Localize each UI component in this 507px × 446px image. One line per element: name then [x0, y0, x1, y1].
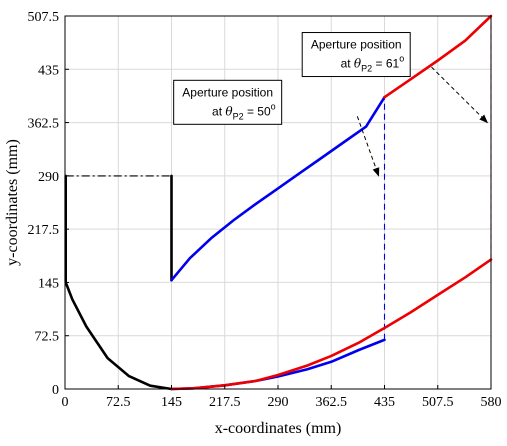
x-tick-label: 435	[374, 395, 395, 410]
x-tick-label: 0	[62, 395, 69, 410]
red-solid-line-6	[383, 14, 493, 99]
annotation-symbol: θ	[225, 104, 233, 118]
annotation-subscript: P2	[361, 64, 372, 74]
plot-lines	[64, 14, 493, 391]
annotation-prefix: at	[341, 57, 354, 71]
y-tick-label: 72.5	[35, 330, 60, 345]
y-tick-label: 217.5	[28, 223, 60, 238]
y-tick-label: 0	[52, 383, 59, 398]
annotation-suffix: = 61	[372, 57, 399, 71]
annotation-0: Aperture position at θP2 = 50o	[173, 79, 380, 177]
x-tick-label: 580	[481, 395, 502, 410]
x-tick-label: 145	[161, 395, 182, 410]
annotation-subscript: P2	[233, 111, 244, 121]
annotation-box	[173, 79, 283, 125]
y-tick-label: 435	[38, 63, 59, 78]
y-tick-label: 145	[38, 276, 59, 291]
annotation-superscript: o	[271, 101, 276, 111]
x-tick-label: 362.5	[316, 395, 348, 410]
y-tick-label: 507.5	[28, 10, 60, 25]
x-tick-label: 507.5	[422, 395, 454, 410]
annotation-arrow	[356, 116, 380, 177]
blue-solid-line-3	[170, 95, 386, 282]
annotation-arrow	[431, 66, 489, 124]
annotation-suffix: = 50	[244, 104, 271, 118]
annotation-1: Aperture position at θP2 = 61o	[301, 32, 489, 124]
axis-ticks: 0 72.5 145 217.5 290 362.5 435 507.5 580 0 72.5 145…	[28, 10, 502, 410]
annotation-box	[301, 32, 411, 78]
annotation-symbol: θ	[354, 57, 362, 71]
x-axis-label: x-coordinates (mm)	[215, 420, 342, 437]
y-axis-label: y-coordinates (mm)	[4, 139, 21, 266]
annotation-angle: at θP2 = 50o	[212, 101, 276, 121]
annotation-title: Aperture position	[182, 85, 273, 99]
x-tick-label: 72.5	[106, 395, 131, 410]
annotation-angle: at θP2 = 61o	[341, 54, 405, 74]
black-solid-line-0	[64, 174, 173, 391]
grid-lines	[64, 15, 492, 390]
y-tick-label: 362.5	[28, 117, 60, 132]
y-tick-label: 290	[38, 170, 59, 185]
x-tick-label: 290	[268, 395, 289, 410]
annotation-title: Aperture position	[311, 38, 402, 52]
x-tick-label: 217.5	[209, 395, 241, 410]
annotation-superscript: o	[399, 54, 404, 64]
annotation-prefix: at	[212, 104, 225, 118]
